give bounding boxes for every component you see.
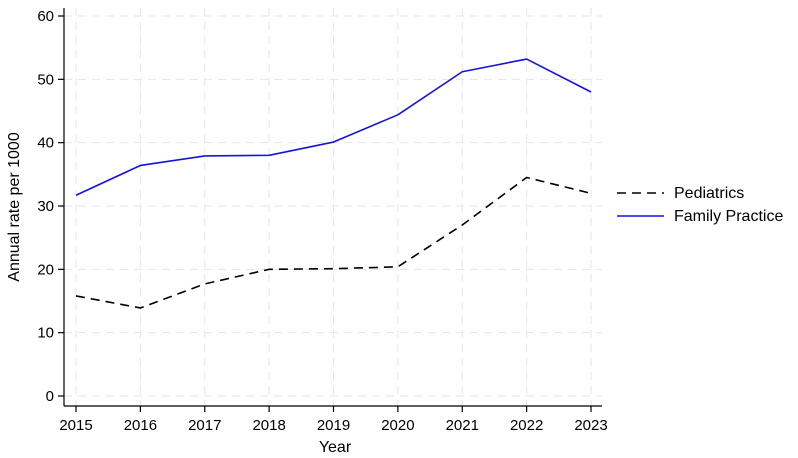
x-tick-label: 2018 <box>252 417 285 434</box>
y-tick-label: 30 <box>37 198 54 215</box>
x-tick-label: 2016 <box>124 417 157 434</box>
x-axis-title: Year <box>319 439 352 456</box>
y-axis-title: Annual rate per 1000 <box>6 132 23 282</box>
y-tick-label: 50 <box>37 71 54 88</box>
y-tick-label: 20 <box>37 261 54 278</box>
legend: Pediatrics Family Practice <box>617 185 783 225</box>
legend-label-family-practice: Family Practice <box>674 208 783 225</box>
series-lines <box>75 58 592 309</box>
x-tick-label: 2020 <box>381 417 414 434</box>
legend-label-pediatrics: Pediatrics <box>674 185 744 202</box>
y-tick-label: 40 <box>37 135 54 152</box>
y-tick-label: 0 <box>46 388 54 405</box>
x-tick-label: 2017 <box>188 417 221 434</box>
x-tick-label: 2022 <box>510 417 543 434</box>
y-tick-label: 60 <box>37 8 54 25</box>
y-axis-ticks: 0 10 20 30 40 50 60 <box>37 8 64 405</box>
x-axis-ticks: 2015 2016 2017 2018 2019 2020 2021 2022 2023 <box>59 406 608 434</box>
series-line-family-practice <box>75 58 592 196</box>
x-tick-label: 2021 <box>446 417 479 434</box>
x-tick-label: 2019 <box>317 417 350 434</box>
x-tick-label: 2023 <box>574 417 607 434</box>
y-tick-label: 10 <box>37 325 54 342</box>
x-tick-label: 2015 <box>59 417 92 434</box>
grid-lines <box>64 8 602 406</box>
